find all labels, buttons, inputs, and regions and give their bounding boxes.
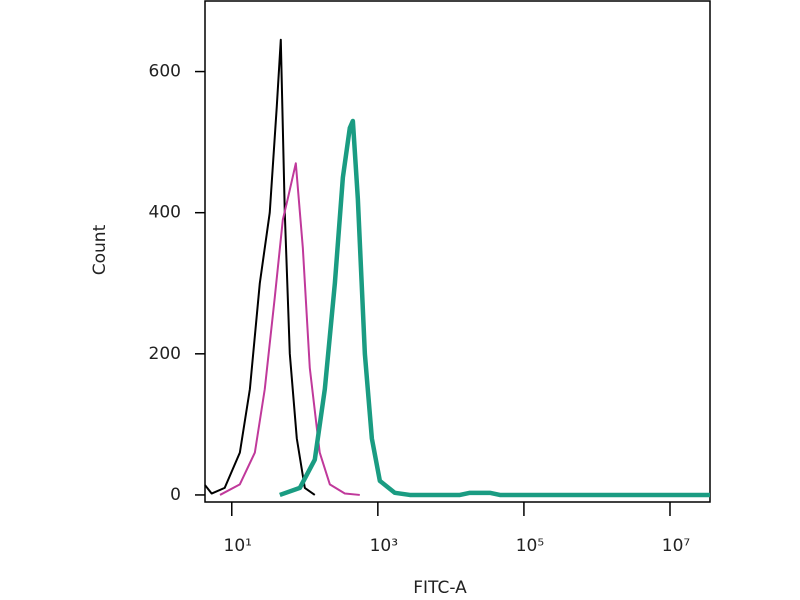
- y-tick-label: 400: [149, 203, 181, 223]
- y-tick-label: 0: [170, 485, 181, 505]
- y-tick-label: 600: [149, 62, 181, 82]
- x-tick-label: 10⁵: [516, 536, 544, 556]
- y-axis-label: Count: [90, 224, 110, 275]
- series-line: [219, 162, 360, 496]
- x-tick-label: 10³: [370, 536, 398, 556]
- series-line: [204, 38, 316, 496]
- x-tick-label: 10⁷: [662, 536, 691, 556]
- y-tick-label: 200: [149, 344, 181, 364]
- plot-frame: [204, 0, 711, 503]
- series-line: [279, 118, 710, 498]
- x-tick-label: 10¹: [224, 536, 252, 556]
- x-axis-label: FITC-A: [413, 578, 467, 598]
